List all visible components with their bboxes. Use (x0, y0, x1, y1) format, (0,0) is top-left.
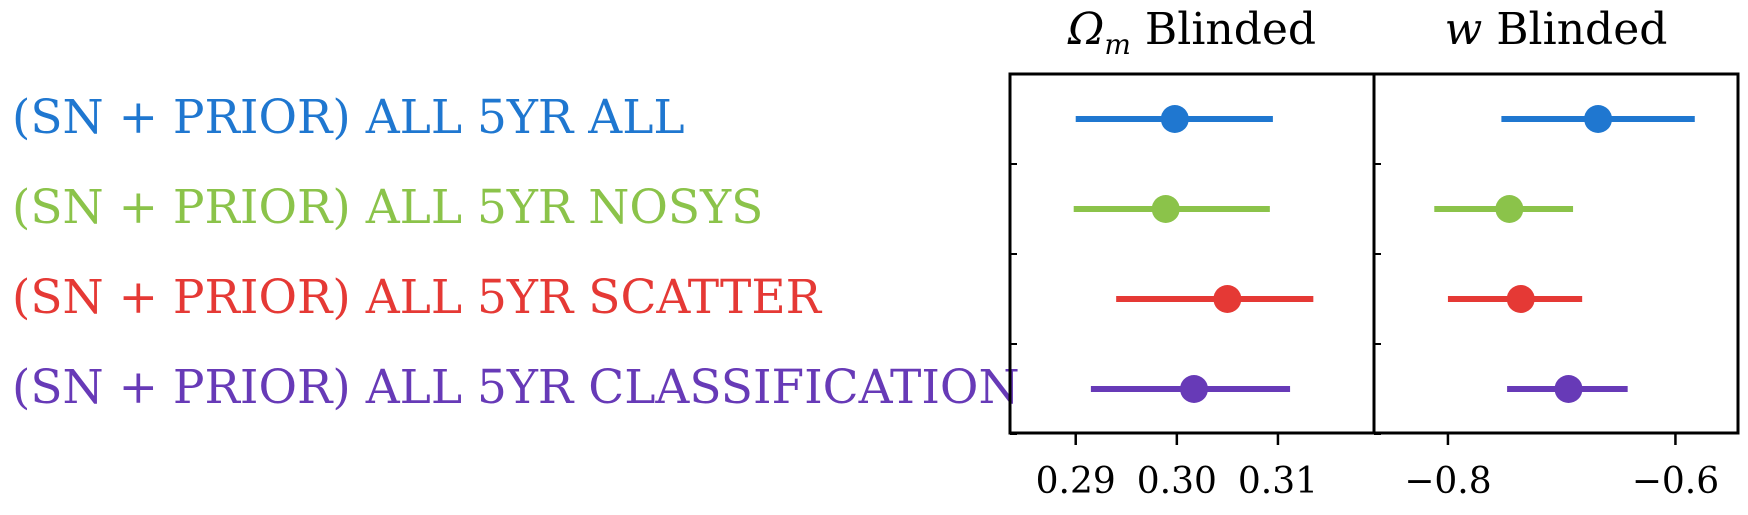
panel-title-symbol: Ω (1067, 4, 1104, 55)
x-tick-label: −0.6 (1632, 461, 1719, 502)
row-label: (SN + PRIOR) ALL 5YR NOSYS (12, 180, 763, 235)
row-labels: (SN + PRIOR) ALL 5YR ALL (SN + PRIOR) ALL… (12, 90, 1020, 415)
x-tick-label: 0.29 (1036, 461, 1116, 502)
panel-frame (1372, 72, 1740, 435)
panel-title: w Blinded (1445, 4, 1668, 55)
x-tick-label: 0.31 (1238, 461, 1318, 502)
point-marker (1151, 195, 1180, 223)
row-label: (SN + PRIOR) ALL 5YR CLASSIFICATION (12, 360, 1020, 415)
panel-w: w Blinded −0.8 −0.6 (1372, 4, 1740, 502)
x-tick-label: 0.30 (1137, 461, 1217, 502)
panel-title-text: Blinded (1131, 4, 1316, 55)
panel-title-text: Blinded (1482, 4, 1667, 55)
panel-omega-m: Ωm Blinded 0.29 0.30 0.31 (1008, 4, 1376, 502)
point-marker (1554, 375, 1583, 403)
panel-title-symbol: w (1445, 4, 1483, 55)
point-marker (1506, 285, 1535, 313)
row-label: (SN + PRIOR) ALL 5YR ALL (12, 90, 685, 145)
point-marker (1180, 375, 1209, 403)
point-marker (1213, 285, 1242, 313)
x-tick-label: −0.8 (1404, 461, 1491, 502)
point-marker (1584, 105, 1613, 133)
row-label: (SN + PRIOR) ALL 5YR SCATTER (12, 270, 823, 325)
point-marker (1495, 195, 1524, 223)
panel-title: Ωm Blinded (1067, 4, 1316, 61)
panel-title-subscript: m (1104, 28, 1131, 61)
point-marker (1160, 105, 1189, 133)
